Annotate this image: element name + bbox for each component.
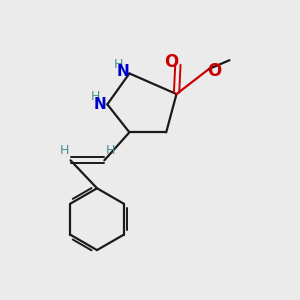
Text: H: H	[106, 144, 116, 158]
Text: N: N	[94, 97, 106, 112]
Text: O: O	[207, 62, 221, 80]
Text: N: N	[117, 64, 130, 80]
Text: O: O	[164, 53, 178, 71]
Text: H: H	[90, 90, 100, 103]
Text: H: H	[113, 58, 123, 70]
Text: H: H	[59, 144, 69, 158]
